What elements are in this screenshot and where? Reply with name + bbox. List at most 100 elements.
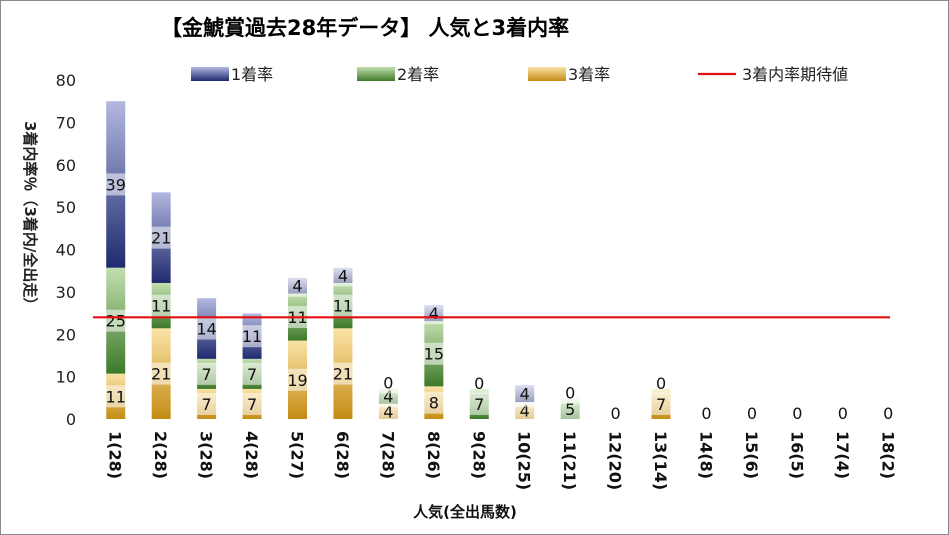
data-label: 7 <box>474 395 484 414</box>
y-tick-label: 20 <box>56 325 76 344</box>
x-tick-label: 7(28) <box>378 431 397 479</box>
data-label-bg <box>514 382 535 405</box>
data-label: 0 <box>701 404 711 423</box>
y-tick-label: 70 <box>56 113 76 132</box>
y-axis: 0 10 20 30 40 50 60 70 80 <box>56 71 76 429</box>
data-label-bg <box>196 317 217 340</box>
data-label: 0 <box>474 374 484 393</box>
data-label-bg <box>423 302 444 325</box>
data-label: 4 <box>520 385 530 404</box>
x-tick-label: 14(8) <box>697 431 716 479</box>
data-label: 0 <box>792 404 802 423</box>
data-label-bg <box>242 362 263 385</box>
data-label: 5 <box>565 400 575 419</box>
data-label: 8 <box>429 394 439 413</box>
y-tick-label: 80 <box>56 71 76 90</box>
data-label: 39 <box>106 175 126 194</box>
data-label: 0 <box>656 374 666 393</box>
data-label: 14 <box>196 320 216 339</box>
data-label-bg <box>105 309 126 332</box>
data-label: 21 <box>151 229 171 248</box>
data-label: 7 <box>202 365 212 384</box>
data-label-bg <box>196 362 217 385</box>
data-label: 7 <box>247 365 257 384</box>
data-label-bg <box>423 391 444 414</box>
data-label-bg <box>469 371 490 394</box>
x-axis-title: 人気(全出馬数) <box>413 503 517 521</box>
x-tick-label: 3(28) <box>197 431 216 479</box>
x-tick-label: 12(20) <box>606 431 625 490</box>
legend-label: 2着率 <box>397 65 439 84</box>
x-tick-label: 13(14) <box>651 431 670 490</box>
data-label: 7 <box>202 395 212 414</box>
data-label: 7 <box>656 395 666 414</box>
data-label-bg <box>787 402 808 424</box>
x-tick-label: 16(5) <box>787 431 806 479</box>
data-label: 0 <box>838 404 848 423</box>
y-tick-label: 30 <box>56 283 76 302</box>
data-label-bg <box>242 392 263 415</box>
data-label: 19 <box>287 371 307 390</box>
data-label-bg <box>741 402 762 424</box>
data-label: 21 <box>333 365 353 384</box>
chart-title: 【金鯱賞過去28年データ】 人気と3着内率 <box>161 16 569 40</box>
data-label-bg <box>287 274 308 297</box>
data-label: 4 <box>429 304 439 323</box>
data-label-bg <box>832 402 853 424</box>
x-tick-label: 10(25) <box>515 431 534 490</box>
y-tick-label: 10 <box>56 368 76 387</box>
x-tick-label: 17(4) <box>833 431 852 479</box>
data-label: 0 <box>383 373 393 392</box>
data-label: 7 <box>247 395 257 414</box>
data-label-bg <box>105 385 126 408</box>
legend-label: 1着率 <box>231 65 273 84</box>
data-label-bg <box>196 392 217 415</box>
data-label: 11 <box>106 387 126 406</box>
data-label: 0 <box>883 404 893 423</box>
data-label-bg <box>105 173 126 196</box>
data-label: 4 <box>383 402 393 421</box>
data-label-bg <box>151 294 172 317</box>
y-tick-label: 60 <box>56 156 76 175</box>
data-label: 4 <box>338 266 348 285</box>
data-label: 25 <box>106 312 126 331</box>
legend: 1着率 2着率 3着率 3着内率期待値 <box>191 65 848 84</box>
data-label-bg <box>332 362 353 385</box>
data-label-bg <box>151 362 172 385</box>
x-tick-label: 4(28) <box>242 431 261 479</box>
y-tick-label: 40 <box>56 241 76 260</box>
data-label: 11 <box>242 327 262 346</box>
data-label-bg <box>651 371 672 394</box>
bars: 1125392111217714771119114211144408154070… <box>106 101 899 424</box>
x-tick-label: 15(6) <box>742 431 761 479</box>
legend-swatch <box>357 67 395 81</box>
x-tick-label: 2(28) <box>151 431 170 479</box>
data-label: 0 <box>747 404 757 423</box>
data-label-bg <box>651 392 672 415</box>
legend-swatch <box>528 67 566 81</box>
data-label-bg <box>696 402 717 424</box>
data-label: 0 <box>611 404 621 423</box>
data-label: 21 <box>151 365 171 384</box>
x-axis: 1(28) 2(28) 3(28) 4(28) 5(27) 6(28) 7(28) 8(26)… <box>106 431 898 490</box>
data-label: 11 <box>333 297 353 316</box>
data-label: 15 <box>424 345 444 364</box>
data-label: 11 <box>151 297 171 316</box>
y-axis-title: 3着内率％（3着内/全出走） <box>21 121 39 312</box>
data-label: 4 <box>383 387 393 406</box>
data-label: 0 <box>565 384 575 403</box>
legend-label: 3着内率期待値 <box>742 65 848 84</box>
x-tick-label: 8(26) <box>424 431 443 479</box>
data-label-bg <box>332 294 353 317</box>
legend-label: 3着率 <box>568 65 610 84</box>
data-label-bg <box>287 368 308 391</box>
x-tick-label: 11(21) <box>560 431 579 490</box>
data-label-bg <box>242 325 263 348</box>
data-label-bg <box>605 402 626 424</box>
data-label: 4 <box>520 402 530 421</box>
legend-swatch <box>191 67 229 81</box>
data-label-bg <box>423 342 444 365</box>
x-tick-label: 9(28) <box>469 431 488 479</box>
